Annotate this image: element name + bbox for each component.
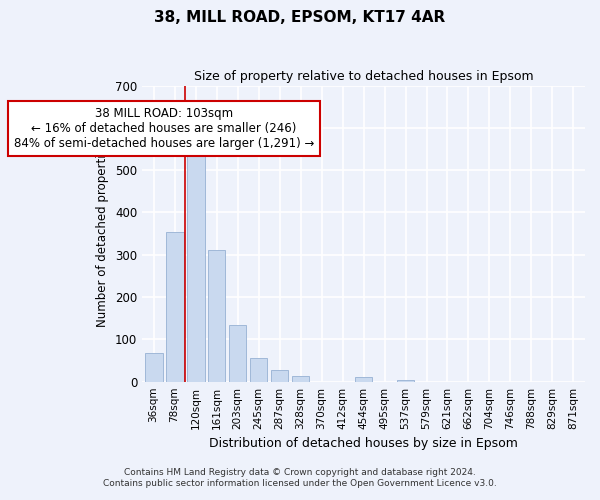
Text: Contains HM Land Registry data © Crown copyright and database right 2024.
Contai: Contains HM Land Registry data © Crown c… (103, 468, 497, 487)
Bar (145, 353, 163, 382)
Title: Size of property relative to detached houses in Epsom: Size of property relative to detached ho… (194, 70, 533, 83)
Bar (250, 358, 268, 382)
Y-axis label: Number of detached properties: Number of detached properties (97, 140, 109, 326)
X-axis label: Distribution of detached houses by size in Epsom: Distribution of detached houses by size … (209, 437, 518, 450)
Text: 38 MILL ROAD: 103sqm
← 16% of detached houses are smaller (246)
84% of semi-deta: 38 MILL ROAD: 103sqm ← 16% of detached h… (14, 106, 314, 150)
Bar (229, 326, 247, 382)
Bar (208, 250, 226, 382)
Bar (292, 376, 310, 382)
Bar (271, 370, 289, 382)
Bar (397, 380, 415, 382)
Bar (166, 232, 184, 382)
Text: 38, MILL ROAD, EPSOM, KT17 4AR: 38, MILL ROAD, EPSOM, KT17 4AR (154, 10, 446, 25)
Bar (355, 378, 373, 382)
Bar (187, 142, 205, 382)
